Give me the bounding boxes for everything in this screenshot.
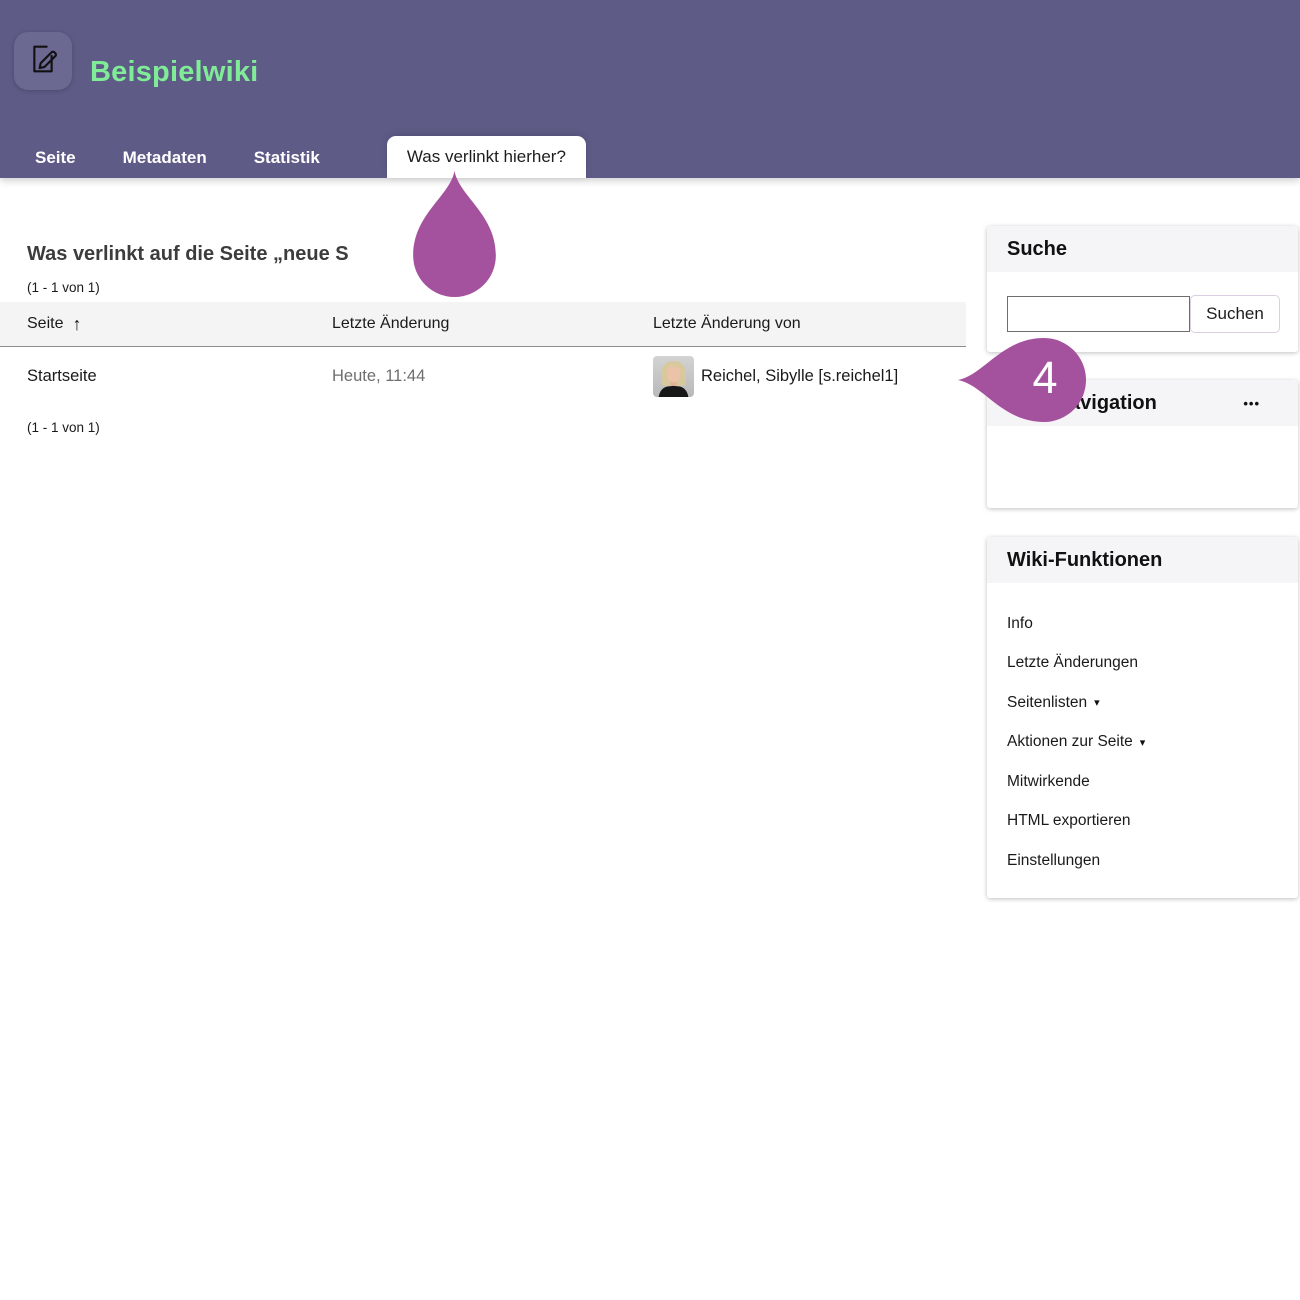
search-input[interactable] (1007, 296, 1190, 332)
ellipsis-menu-icon[interactable]: ••• (1243, 395, 1260, 411)
annotation-marker-4: 4 (957, 338, 1087, 422)
tab-statistik[interactable]: Statistik (253, 148, 320, 167)
function-item-seitenlisten[interactable]: Seitenlisten ▾ (1007, 693, 1100, 711)
table-header-row: Seite ↑ Letzte Änderung Letzte Änderung … (0, 302, 966, 347)
links-table: Seite ↑ Letzte Änderung Letzte Änderung … (0, 302, 966, 405)
wiki-functions-panel: Wiki-Funktionen Info Letzte Änderungen S… (987, 537, 1298, 898)
chevron-down-icon: ▾ (1139, 736, 1146, 749)
wiki-functions-list: Info Letzte Änderungen Seitenlisten ▾ Ak… (987, 583, 1298, 881)
wiki-functions-panel-title: Wiki-Funktionen (1007, 548, 1163, 571)
app-title: Beispielwiki (90, 56, 259, 88)
annotation-marker-4-label: 4 (1032, 352, 1058, 403)
tab-metadaten[interactable]: Metadaten (122, 148, 207, 167)
user-avatar[interactable] (653, 355, 694, 397)
search-panel: Suche Suchen (987, 226, 1298, 352)
annotation-marker-3: 3 (413, 171, 550, 297)
column-header-letzte-aenderung-von[interactable]: Letzte Änderung von (653, 315, 801, 332)
search-panel-header: Suche (987, 226, 1298, 272)
result-count-bottom: (1 - 1 von 1) (27, 420, 100, 435)
search-panel-title: Suche (1007, 237, 1068, 260)
app-logo[interactable] (14, 32, 72, 90)
user-link[interactable]: Reichel, Sibylle [s.reichel1] (701, 366, 899, 385)
wiki-functions-panel-header: Wiki-Funktionen (987, 537, 1298, 583)
function-item-html-exportieren[interactable]: HTML exportieren (1007, 812, 1131, 830)
search-button[interactable]: Suchen (1190, 295, 1280, 333)
function-item-einstellungen[interactable]: Einstellungen (1007, 851, 1101, 869)
function-item-mitwirkende[interactable]: Mitwirkende (1007, 772, 1090, 790)
table-row: Startseite Heute, 11:44 (0, 347, 966, 405)
last-change-timestamp: Heute, 11:44 (332, 366, 426, 385)
page-link-startseite[interactable]: Startseite (27, 366, 97, 385)
chevron-down-icon: ▾ (1094, 697, 1100, 710)
function-item-aktionen-zur-seite[interactable]: Aktionen zur Seite ▾ (1007, 733, 1146, 751)
function-item-info[interactable]: Info (1007, 614, 1033, 632)
column-header-seite[interactable]: Seite ↑ (27, 313, 82, 334)
result-count-top: (1 - 1 von 1) (27, 280, 100, 295)
function-item-letzte-aenderungen[interactable]: Letzte Änderungen (1007, 654, 1138, 672)
tab-bar: Seite Metadaten Statistik Was verlinkt h… (0, 136, 1300, 178)
annotation-marker-3-label: 3 (524, 233, 551, 284)
column-header-letzte-aenderung[interactable]: Letzte Änderung (332, 315, 450, 332)
tab-was-verlinkt-hierher[interactable]: Was verlinkt hierher? (386, 136, 586, 178)
edit-note-icon (26, 42, 60, 81)
tab-seite[interactable]: Seite (35, 148, 76, 167)
sort-ascending-icon: ↑ (72, 313, 82, 334)
app-header: Beispielwiki Seite Metadaten Statistik W… (0, 0, 1300, 178)
page-title: Was verlinkt auf die Seite „neue S (27, 243, 349, 265)
